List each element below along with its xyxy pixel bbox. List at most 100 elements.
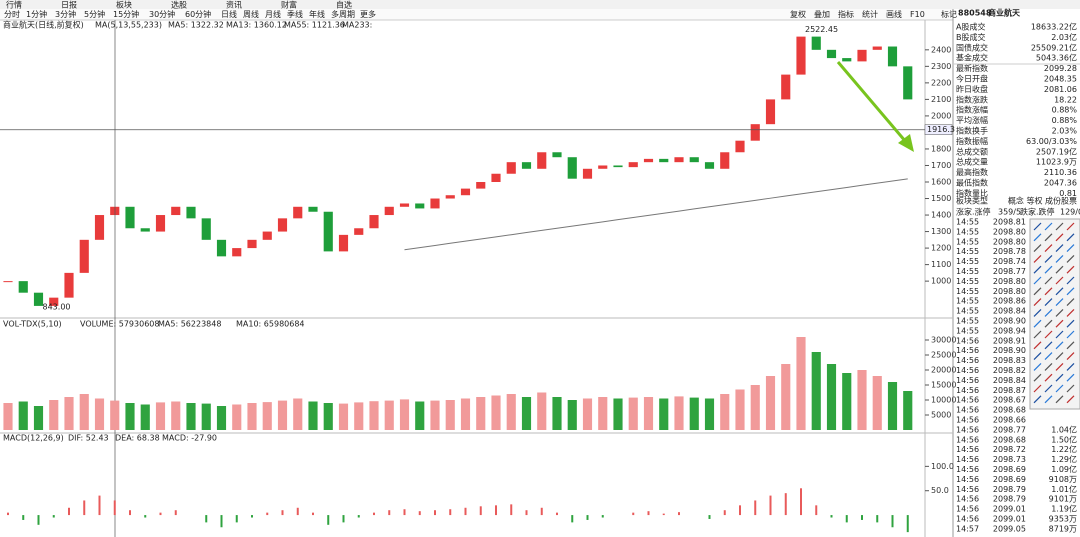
tool-icon[interactable] <box>1044 319 1053 328</box>
tool-icon[interactable] <box>1033 308 1042 317</box>
tool-icon[interactable] <box>1044 298 1053 307</box>
tool-icon[interactable] <box>1033 287 1042 296</box>
tool-icon[interactable] <box>1044 287 1053 296</box>
tool-icon[interactable] <box>1044 373 1053 382</box>
tool-icon[interactable] <box>1044 265 1053 274</box>
tool-button[interactable]: 统计 <box>862 9 878 19</box>
tool-button[interactable]: 标记 <box>941 9 957 19</box>
tool-icon[interactable] <box>1044 222 1053 231</box>
period-tab[interactable]: 日线 <box>221 9 237 19</box>
tool-icon[interactable] <box>1044 341 1053 350</box>
tool-icon[interactable] <box>1044 352 1053 361</box>
tool-icon[interactable] <box>1055 265 1064 274</box>
tool-icon[interactable] <box>1033 276 1042 285</box>
macd-bar <box>556 512 558 516</box>
tool-icon[interactable] <box>1044 244 1053 253</box>
period-tab[interactable]: 5分钟 <box>84 9 105 19</box>
period-tab[interactable]: 分时 <box>4 9 20 19</box>
tool-icon[interactable] <box>1066 222 1075 231</box>
tool-icon[interactable] <box>1066 276 1075 285</box>
volume-bar <box>293 398 303 430</box>
tool-icon[interactable] <box>1044 276 1053 285</box>
tool-icon[interactable] <box>1066 319 1075 328</box>
macd-bar <box>357 515 360 518</box>
tool-icon[interactable] <box>1055 341 1064 350</box>
tool-icon[interactable] <box>1055 330 1064 339</box>
tool-icon[interactable] <box>1033 233 1042 242</box>
tool-icon[interactable] <box>1055 254 1064 263</box>
tool-icon[interactable] <box>1044 233 1053 242</box>
tool-button[interactable]: 指标 <box>838 9 854 19</box>
tool-icon[interactable] <box>1044 362 1053 371</box>
tool-icon[interactable] <box>1033 362 1042 371</box>
tool-icon[interactable] <box>1055 222 1064 231</box>
period-tab[interactable]: 月线 <box>265 9 281 19</box>
tool-icon[interactable] <box>1033 319 1042 328</box>
tool-button[interactable]: 画线 <box>886 9 902 19</box>
tool-icon[interactable] <box>1033 395 1042 404</box>
tool-icon[interactable] <box>1055 276 1064 285</box>
tool-icon[interactable] <box>1066 362 1075 371</box>
tool-button[interactable]: 叠加 <box>814 9 830 19</box>
tool-icon[interactable] <box>1033 352 1042 361</box>
tool-icon[interactable] <box>1055 352 1064 361</box>
tool-icon[interactable] <box>1033 373 1042 382</box>
tool-icon[interactable] <box>1044 254 1053 263</box>
tool-icon[interactable] <box>1055 384 1064 393</box>
tool-icon[interactable] <box>1033 341 1042 350</box>
tool-icon[interactable] <box>1033 265 1042 274</box>
tool-icon[interactable] <box>1044 395 1053 404</box>
tool-icon[interactable] <box>1066 341 1075 350</box>
tool-icon[interactable] <box>1033 254 1042 263</box>
tool-icon[interactable] <box>1066 395 1075 404</box>
tool-icon[interactable] <box>1033 330 1042 339</box>
tool-icon[interactable] <box>1066 298 1075 307</box>
period-tab[interactable]: 周线 <box>243 9 259 19</box>
period-tab[interactable]: 1分钟 <box>26 9 47 19</box>
tool-icon[interactable] <box>1033 384 1042 393</box>
candle <box>18 281 28 293</box>
tool-icon[interactable] <box>1066 308 1075 317</box>
tool-icon[interactable] <box>1033 298 1042 307</box>
cursor-label: 1916.3 <box>927 125 955 134</box>
tool-button[interactable]: 复权 <box>790 9 806 19</box>
period-tab[interactable]: 季线 <box>287 9 303 19</box>
tool-icon[interactable] <box>1055 319 1064 328</box>
tool-icon[interactable] <box>1055 298 1064 307</box>
tool-icon[interactable] <box>1066 244 1075 253</box>
period-tab[interactable]: 3分钟 <box>55 9 76 19</box>
period-tab[interactable]: 60分钟 <box>185 9 211 19</box>
tool-icon[interactable] <box>1066 330 1075 339</box>
macd-bar <box>144 515 147 518</box>
tool-icon[interactable] <box>1066 352 1075 361</box>
y-tick-label: 1100 <box>931 260 951 269</box>
period-tab[interactable]: 30分钟 <box>149 9 175 19</box>
tool-icon[interactable] <box>1055 233 1064 242</box>
tool-icon[interactable] <box>1066 287 1075 296</box>
tool-icon[interactable] <box>1044 330 1053 339</box>
period-tab[interactable]: 更多 <box>360 9 376 19</box>
period-tab[interactable]: 年线 <box>309 9 325 19</box>
tool-icon[interactable] <box>1033 222 1042 231</box>
tool-icon[interactable] <box>1055 395 1064 404</box>
tool-icon[interactable] <box>1044 384 1053 393</box>
trade-time: 14:56 <box>956 396 979 405</box>
tool-icon[interactable] <box>1066 265 1075 274</box>
tool-icon[interactable] <box>1055 362 1064 371</box>
tool-icon[interactable] <box>1044 308 1053 317</box>
tool-icon[interactable] <box>1033 244 1042 253</box>
tool-icon[interactable] <box>1066 373 1075 382</box>
trade-time: 14:56 <box>956 445 979 454</box>
trade-time: 14:55 <box>956 287 979 296</box>
period-tab[interactable]: 多周期 <box>331 9 355 19</box>
tool-icon[interactable] <box>1055 244 1064 253</box>
tool-icon[interactable] <box>1066 384 1075 393</box>
tool-icon[interactable] <box>1055 287 1064 296</box>
tool-icon[interactable] <box>1055 373 1064 382</box>
tool-icon[interactable] <box>1055 308 1064 317</box>
tab-bar <box>0 9 953 20</box>
period-tab[interactable]: 15分钟 <box>113 9 139 19</box>
tool-icon[interactable] <box>1066 233 1075 242</box>
tool-icon[interactable] <box>1066 254 1075 263</box>
tool-button[interactable]: F10 <box>910 10 925 19</box>
